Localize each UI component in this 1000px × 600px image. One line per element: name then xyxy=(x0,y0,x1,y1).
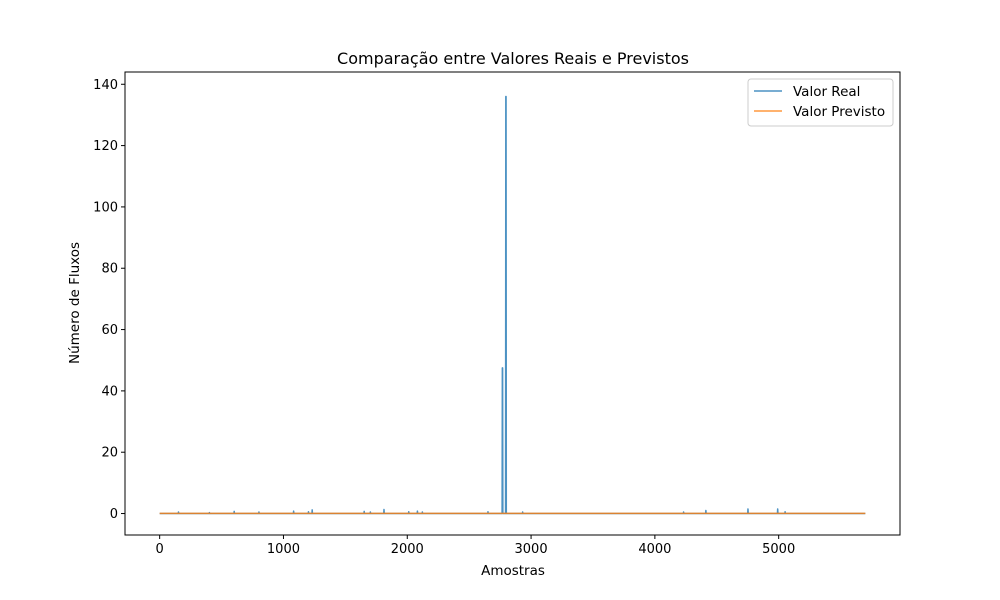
y-tick-label: 0 xyxy=(110,507,118,522)
y-tick-label: 120 xyxy=(93,139,118,154)
x-tick-label: 4000 xyxy=(638,542,671,557)
y-axis-title: Número de Fluxos xyxy=(67,242,83,364)
chart-title: Comparação entre Valores Reais e Previst… xyxy=(337,49,689,68)
y-tick-label: 40 xyxy=(101,384,118,399)
plot-area: 0 1000 2000 3000 4000 5000 0 20 40 60 80 100 120 140 xyxy=(93,71,901,557)
x-tick-label: 3000 xyxy=(515,542,548,557)
legend-label-valor-real: Valor Real xyxy=(793,84,860,100)
y-tick-label: 20 xyxy=(101,446,118,461)
x-tick-label: 1000 xyxy=(267,542,300,557)
y-tick-label: 60 xyxy=(101,323,118,338)
axes-frame xyxy=(124,71,901,536)
legend-label-valor-previsto: Valor Previsto xyxy=(793,104,885,120)
y-tick-label: 80 xyxy=(101,262,118,277)
y-tick-label: 140 xyxy=(93,78,118,93)
x-tick-label: 0 xyxy=(156,542,164,557)
x-tick-label: 2000 xyxy=(391,542,424,557)
legend-box xyxy=(747,78,894,127)
x-axis-title: Amostras xyxy=(481,563,545,579)
y-tick-label: 100 xyxy=(93,200,118,215)
x-tick-label: 5000 xyxy=(762,542,795,557)
legend: Valor Real Valor Previsto xyxy=(747,78,894,127)
